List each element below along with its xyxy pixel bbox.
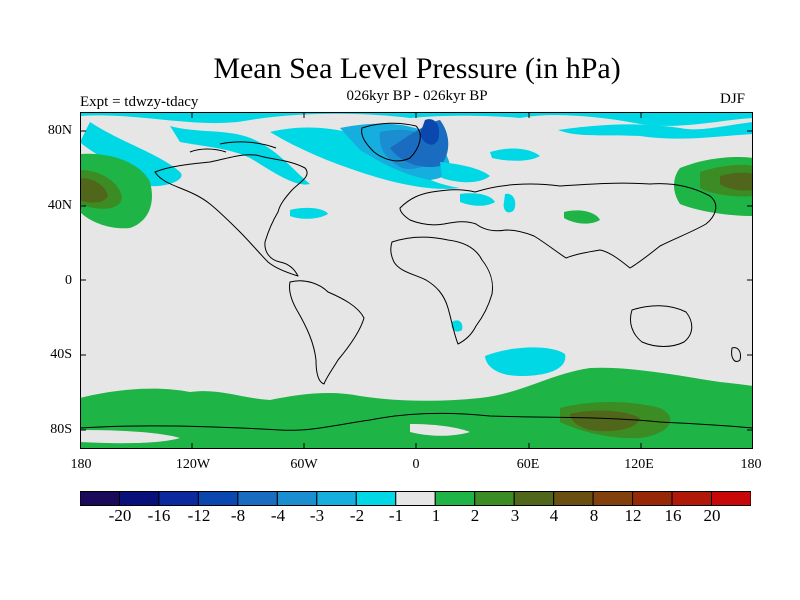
colorbar-box [513, 491, 555, 506]
greenland-coast [361, 122, 421, 162]
colorbar-label: -1 [388, 506, 404, 525]
colorbar-box [592, 491, 634, 506]
colorbar-box [474, 491, 515, 506]
iceland-low-core [420, 119, 440, 145]
colorbar-label: -12 [187, 506, 211, 525]
lon-tick-180w: 180 [70, 457, 92, 472]
colorbar-label: 1 [431, 506, 441, 525]
antarctic-gap-west [80, 430, 180, 444]
season-label: DJF [720, 91, 746, 107]
lat-tick-40s: 40S [50, 347, 72, 362]
antarctic-gap-atlantic [410, 424, 470, 436]
north-pacific-high-west-core [80, 178, 108, 203]
arctic-islands-coast [189, 141, 277, 153]
coastlines [80, 122, 753, 431]
colorbar-box [118, 491, 160, 506]
map-panel [80, 112, 753, 449]
colorbar-label: -8 [230, 506, 246, 525]
colorbar-label: -16 [147, 506, 171, 525]
colorbar-label: 16 [664, 506, 682, 525]
lat-tick-80n: 80N [47, 123, 72, 138]
chart-subtitle: 026kyr BP - 026kyr BP [346, 88, 488, 104]
colorbar-label: 2 [470, 506, 480, 525]
antarctica-coast [80, 412, 753, 431]
lon-tick-120e: 120E [624, 457, 654, 472]
experiment-label: Expt = tdwzy-tdacy [80, 94, 199, 110]
lon-tick-120w: 120W [175, 457, 211, 472]
lat-tick-80s: 80S [50, 422, 72, 437]
lat-tick-40n: 40N [47, 198, 72, 213]
antarctic-high-core [570, 410, 640, 432]
colorbar-box [434, 491, 476, 506]
lon-tick-0: 0 [412, 457, 420, 472]
colorbar-box [197, 491, 239, 506]
map-tick-marks [80, 112, 753, 449]
colorbar-box [671, 491, 713, 506]
colorbar-box [355, 491, 397, 506]
colorbar-label: -4 [270, 506, 286, 525]
colorbar-box [276, 491, 318, 506]
australia-coast [629, 305, 693, 347]
colorbar-label: -3 [309, 506, 325, 525]
colorbar-box [632, 491, 673, 506]
colorbar-label: 20 [703, 506, 721, 525]
tibet-high [564, 210, 600, 224]
colorbar-box [80, 491, 120, 506]
colorbar-box [237, 491, 278, 506]
colorbar-box [316, 491, 357, 506]
south-africa-low [451, 320, 463, 332]
colorbar-boxes [80, 491, 751, 506]
colorbar-label: 8 [589, 506, 599, 525]
north-atlantic-low [290, 207, 328, 219]
colorbar-label: -2 [349, 506, 365, 525]
north-pacific-high-east-core [720, 172, 753, 191]
colorbar-label: 4 [549, 506, 559, 525]
lon-tick-60w: 60W [290, 457, 318, 472]
ural-low [490, 148, 540, 161]
colorbar [80, 491, 751, 506]
colorbar-box [553, 491, 594, 506]
colorbar-label: 12 [624, 506, 642, 525]
alaska-low [80, 122, 182, 187]
colorbar-box [158, 491, 199, 506]
africa-coast [390, 236, 493, 345]
south-indian-low [485, 347, 566, 376]
lon-tick-60e: 60E [516, 457, 540, 472]
north-america-coast [154, 154, 308, 277]
new-zealand-coast [731, 347, 741, 362]
south-america-coast [289, 280, 365, 385]
caspian-low [503, 193, 516, 213]
siberia-low [558, 122, 753, 139]
colorbar-label: -20 [108, 506, 132, 525]
colorbar-box [711, 491, 751, 506]
scandinavia-low [440, 162, 490, 183]
lon-tick-180e: 180 [740, 457, 762, 472]
canada-arctic-low [170, 126, 310, 185]
lat-tick-0: 0 [65, 273, 72, 288]
chart-title: Mean Sea Level Pressure (in hPa) [213, 52, 621, 85]
europe-low [460, 193, 495, 206]
colorbar-label: 3 [510, 506, 520, 525]
eurasia-coast [399, 182, 717, 269]
arctic-low-band [80, 112, 753, 126]
colorbar-box [395, 491, 436, 506]
